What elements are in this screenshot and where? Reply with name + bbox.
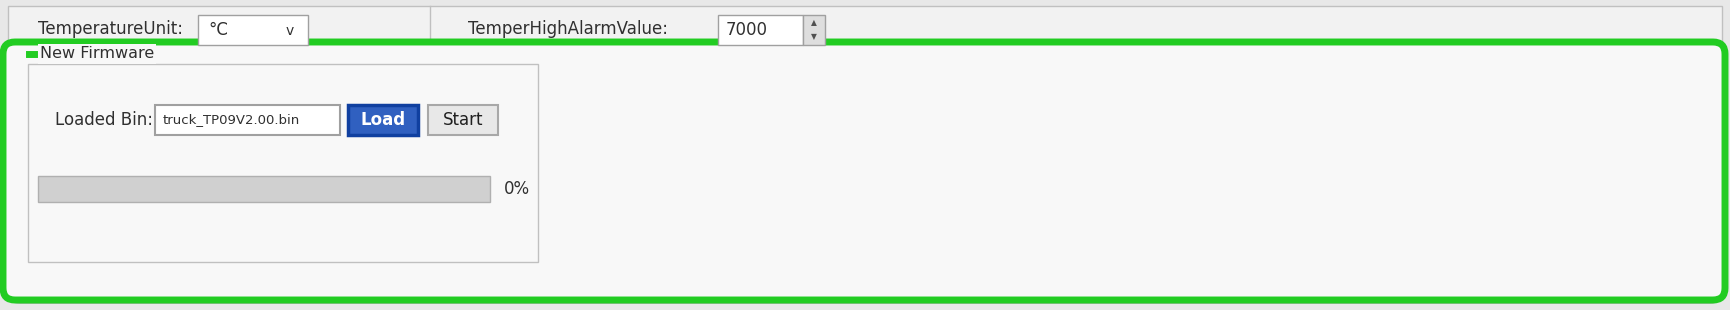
Text: Loaded Bin:: Loaded Bin: — [55, 111, 152, 129]
Text: °C: °C — [208, 21, 228, 39]
Text: 0%: 0% — [503, 180, 529, 198]
Text: ▼: ▼ — [811, 33, 817, 42]
Text: ▲: ▲ — [811, 19, 817, 28]
Bar — [197, 15, 308, 45]
Bar — [9, 6, 1721, 52]
Bar — [803, 15, 825, 45]
Text: TemperatureUnit:: TemperatureUnit: — [38, 20, 183, 38]
Text: TemperHighAlarmValue:: TemperHighAlarmValue: — [469, 20, 668, 38]
Text: truck_TP09V2.00.bin: truck_TP09V2.00.bin — [163, 113, 301, 126]
Bar — [28, 64, 538, 262]
Bar — [156, 105, 341, 135]
Bar — [348, 105, 419, 135]
Bar — [427, 105, 498, 135]
Bar — [38, 176, 490, 202]
Text: 7000: 7000 — [727, 21, 768, 39]
FancyBboxPatch shape — [9, 42, 1721, 304]
Text: New Firmware: New Firmware — [40, 46, 154, 61]
Text: v: v — [285, 24, 294, 38]
Bar — [718, 15, 803, 45]
FancyBboxPatch shape — [3, 42, 1725, 300]
Text: Load: Load — [360, 111, 405, 129]
Text: Start: Start — [443, 111, 483, 129]
